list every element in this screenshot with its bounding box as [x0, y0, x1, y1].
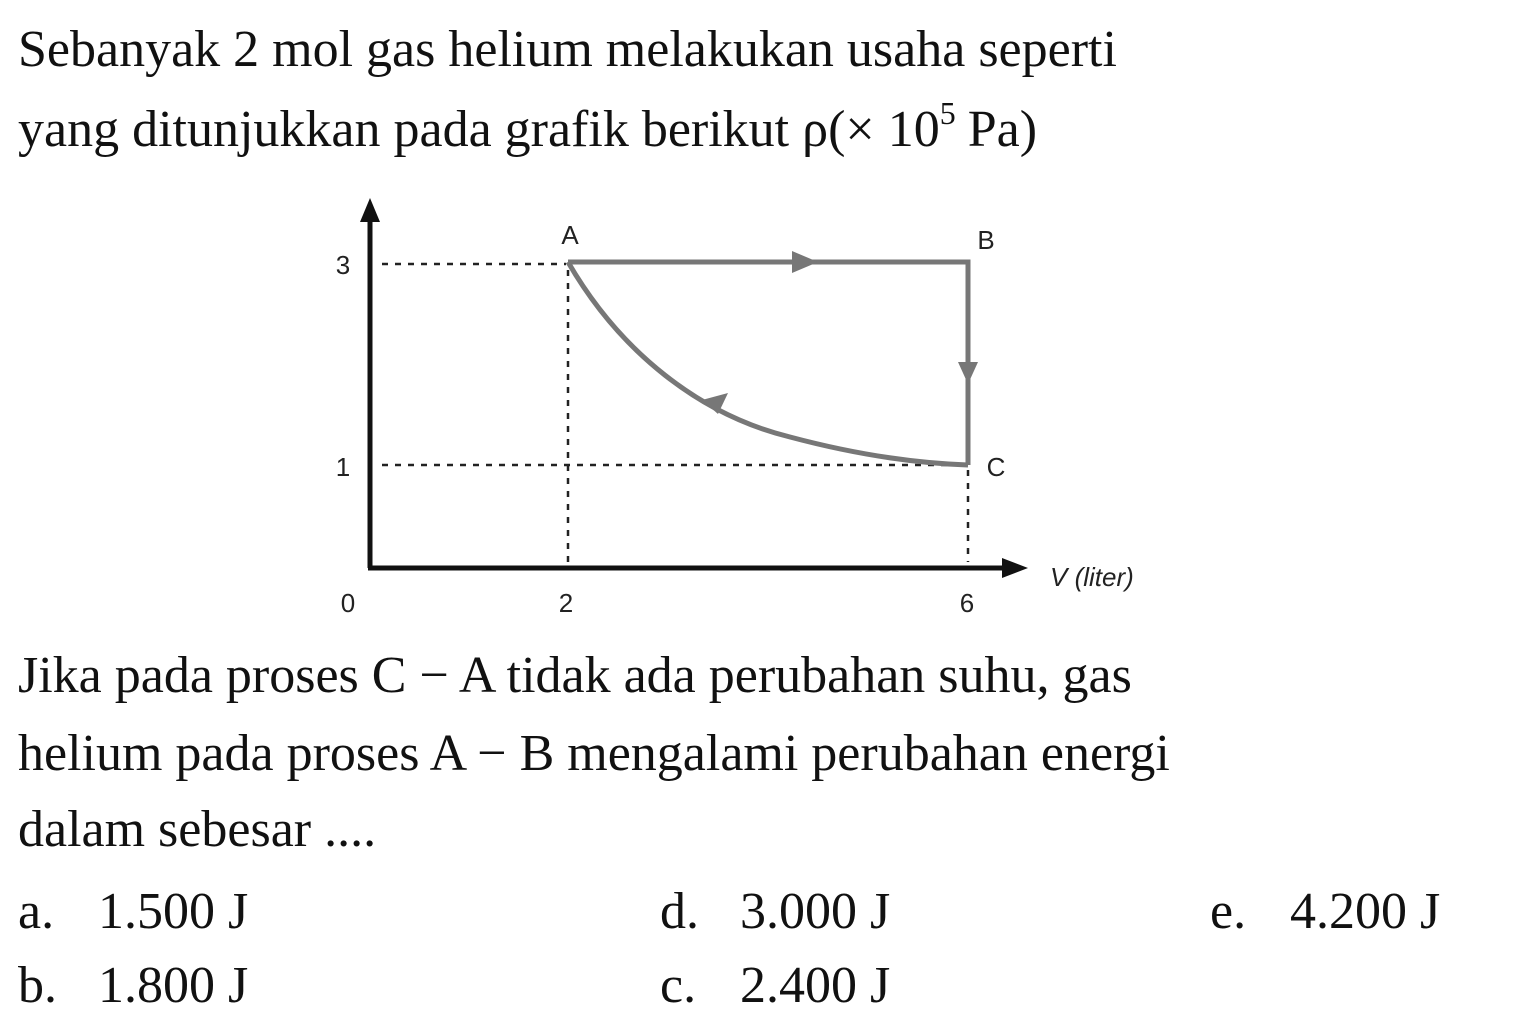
option-letter: c. [660, 957, 696, 1014]
tick-label: 6 [960, 588, 974, 618]
arrow [702, 393, 728, 414]
intro-line: Sebanyak 2 mol gas helium melakukan usah… [18, 21, 1117, 78]
tick-label: 3 [336, 250, 350, 280]
question-line: helium pada proses A − B mengalami perub… [18, 725, 1170, 782]
arrow [958, 362, 978, 384]
axis-label: V (liter) [1050, 562, 1134, 592]
arrow [1002, 558, 1028, 578]
option-letter: d. [660, 883, 699, 940]
option-text: 1.800 J [98, 957, 248, 1014]
option-text: 4.200 J [1290, 883, 1440, 940]
point-label: A [561, 220, 579, 250]
intro-line: yang ditunjukkan pada grafik berikut ρ(×… [18, 95, 1037, 158]
unit: Pa) [968, 101, 1037, 158]
option-text: 3.000 J [740, 883, 890, 940]
isotherm [565, 260, 969, 468]
tick-label: 2 [559, 588, 573, 618]
point-label: B [977, 225, 994, 255]
option-letter: b. [18, 957, 57, 1014]
intro-text: yang ditunjukkan pada grafik berikut ρ(×… [18, 101, 940, 158]
option-letter: a. [18, 883, 54, 940]
graph: 3 1 0 2 6 A B C V (liter) [336, 198, 1134, 618]
option-text: 2.400 J [740, 957, 890, 1014]
tick-label: 0 [341, 588, 355, 618]
question-line: dalam sebesar .... [18, 801, 376, 858]
tick-label: 1 [336, 452, 350, 482]
option-text: 1.500 J [98, 883, 248, 940]
point-label: C [987, 452, 1006, 482]
arrow [360, 198, 380, 222]
question-line: Jika pada proses C − A tidak ada perubah… [18, 647, 1132, 704]
option-letter: e. [1210, 883, 1246, 940]
process-path [568, 259, 971, 465]
exponent: 5 [940, 95, 956, 131]
arrow [792, 251, 818, 273]
